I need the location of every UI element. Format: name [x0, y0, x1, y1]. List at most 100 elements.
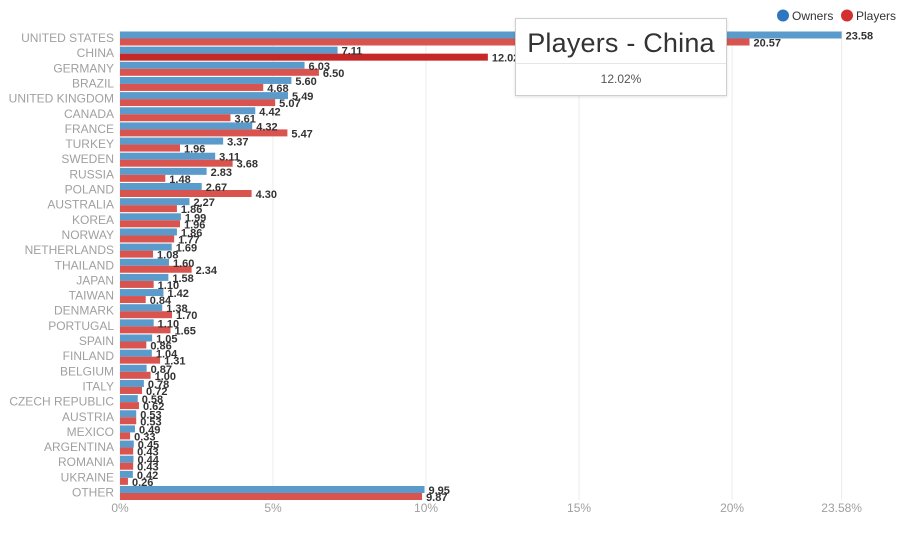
bar-players-belgium[interactable]	[120, 371, 151, 379]
bar-owners-spain[interactable]	[120, 334, 153, 342]
value-label-owners-japan: 1.58	[172, 273, 193, 285]
category-label-russia: RUSSIA	[69, 167, 114, 181]
bar-players-korea[interactable]	[120, 220, 180, 228]
x-tick-label: 20%	[720, 501, 744, 515]
category-label-china: CHINA	[77, 46, 114, 60]
value-label-players-netherlands: 1.08	[157, 250, 178, 262]
bar-players-romania[interactable]	[120, 462, 134, 470]
bar-players-australia[interactable]	[120, 205, 177, 213]
bar-owners-korea[interactable]	[120, 213, 181, 221]
value-label-owners-netherlands: 1.69	[176, 243, 197, 255]
bar-owners-thailand[interactable]	[120, 258, 169, 266]
category-label-france: FRANCE	[65, 122, 114, 136]
bar-players-norway[interactable]	[120, 235, 175, 243]
bar-owners-norway[interactable]	[120, 228, 177, 236]
category-label-turkey: TURKEY	[65, 137, 114, 151]
value-label-owners-czech-republic: 0.58	[142, 394, 163, 406]
bar-owners-sweden[interactable]	[120, 152, 216, 160]
bar-players-united-states[interactable]	[120, 38, 750, 46]
value-label-owners-argentina: 0.45	[138, 440, 159, 452]
bar-owners-belgium[interactable]	[120, 364, 147, 372]
bar-players-other[interactable]	[120, 493, 423, 500]
category-label-portugal: PORTUGAL	[48, 319, 114, 333]
bar-owners-denmark[interactable]	[120, 304, 163, 312]
legend-item-owners[interactable]: Owners	[777, 9, 833, 23]
bar-players-czech-republic[interactable]	[120, 402, 139, 410]
x-axis: 0% 5% 10% 15% 20% 23.58%	[111, 501, 862, 515]
bar-owners-mexico[interactable]	[120, 425, 135, 433]
bar-players-spain[interactable]	[120, 341, 147, 349]
bar-players-germany[interactable]	[120, 68, 319, 76]
bar-owners-portugal[interactable]	[120, 319, 154, 327]
bar-players-russia[interactable]	[120, 174, 166, 182]
bar-owners-argentina[interactable]	[120, 440, 134, 448]
category-label-romania: ROMANIA	[58, 455, 114, 469]
value-label-owners-russia: 2.83	[211, 167, 232, 179]
bar-players-ukraine[interactable]	[120, 477, 128, 485]
tooltip-value: 12.02%	[600, 72, 642, 86]
value-label-owners-mexico: 0.49	[139, 424, 160, 436]
value-label-owners-taiwan: 1.42	[167, 288, 188, 300]
value-label-players-canada: 3.61	[234, 113, 255, 125]
bar-players-france[interactable]	[120, 129, 288, 137]
value-label-players-belgium: 1.00	[155, 371, 176, 383]
bar-players-netherlands[interactable]	[120, 250, 154, 258]
bar-owners-netherlands[interactable]	[120, 243, 172, 251]
category-label-argentina: ARGENTINA	[44, 440, 114, 454]
category-label-germany: GERMANY	[53, 61, 114, 75]
bar-players-poland[interactable]	[120, 190, 252, 197]
bar-players-portugal[interactable]	[120, 326, 171, 334]
bar-players-austria[interactable]	[120, 417, 137, 425]
value-label-owners-ukraine: 0.42	[137, 470, 158, 482]
value-label-players-united-states: 20.57	[754, 38, 782, 50]
category-label-belgium: BELGIUM	[60, 364, 114, 378]
bar-owners-turkey[interactable]	[120, 137, 224, 145]
bar-players-mexico[interactable]	[120, 432, 131, 440]
bar-owners-czech-republic[interactable]	[120, 395, 138, 403]
bar-players-denmark[interactable]	[120, 311, 173, 319]
bar-owners-australia[interactable]	[120, 198, 190, 206]
bar-players-taiwan[interactable]	[120, 296, 146, 304]
bar-owners-china[interactable]	[120, 46, 338, 54]
bar-players-sweden[interactable]	[120, 159, 233, 167]
bar-players-finland[interactable]	[120, 356, 161, 364]
bar-owners-austria[interactable]	[120, 410, 137, 418]
bar-owners-france[interactable]	[120, 122, 253, 130]
bar-owners-other[interactable]	[120, 486, 425, 493]
value-label-players-denmark: 1.70	[176, 310, 197, 322]
bar-players-brazil[interactable]	[120, 83, 264, 91]
value-label-owners-finland: 1.04	[156, 349, 178, 361]
bar-owners-brazil[interactable]	[120, 76, 292, 84]
legend: Owners Players	[777, 9, 896, 23]
bar-players-turkey[interactable]	[120, 144, 180, 152]
bar-owners-italy[interactable]	[120, 379, 144, 387]
value-label-owners-brazil: 5.60	[295, 76, 316, 88]
bar-owners-united-kingdom[interactable]	[120, 92, 289, 100]
bar-owners-russia[interactable]	[120, 167, 207, 175]
bar-players-canada[interactable]	[120, 114, 231, 122]
category-label-netherlands: NETHERLANDS	[25, 243, 114, 257]
bar-players-thailand[interactable]	[120, 265, 192, 273]
bar-owners-finland[interactable]	[120, 349, 152, 357]
bar-players-china[interactable]	[120, 53, 488, 61]
category-label-ukraine: UKRAINE	[61, 470, 114, 484]
category-label-austria: AUSTRIA	[62, 410, 114, 424]
category-label-thailand: THAILAND	[55, 258, 115, 272]
bar-owners-ukraine[interactable]	[120, 470, 133, 478]
bar-owners-united-states[interactable]	[120, 31, 842, 39]
bar-players-argentina[interactable]	[120, 447, 134, 455]
value-label-owners-turkey: 3.37	[227, 137, 248, 149]
bar-owners-poland[interactable]	[120, 183, 202, 190]
legend-item-players[interactable]: Players	[841, 9, 896, 23]
bar-owners-romania[interactable]	[120, 455, 134, 463]
bar-owners-germany[interactable]	[120, 61, 305, 69]
bar-players-italy[interactable]	[120, 386, 143, 394]
bar-owners-canada[interactable]	[120, 107, 256, 115]
bar-players-japan[interactable]	[120, 280, 154, 288]
legend-label: Owners	[792, 9, 833, 23]
bar-players-united-kingdom[interactable]	[120, 99, 276, 107]
bar-owners-japan[interactable]	[120, 273, 169, 281]
value-label-players-united-kingdom: 5.07	[279, 98, 300, 110]
bar-owners-taiwan[interactable]	[120, 289, 164, 297]
